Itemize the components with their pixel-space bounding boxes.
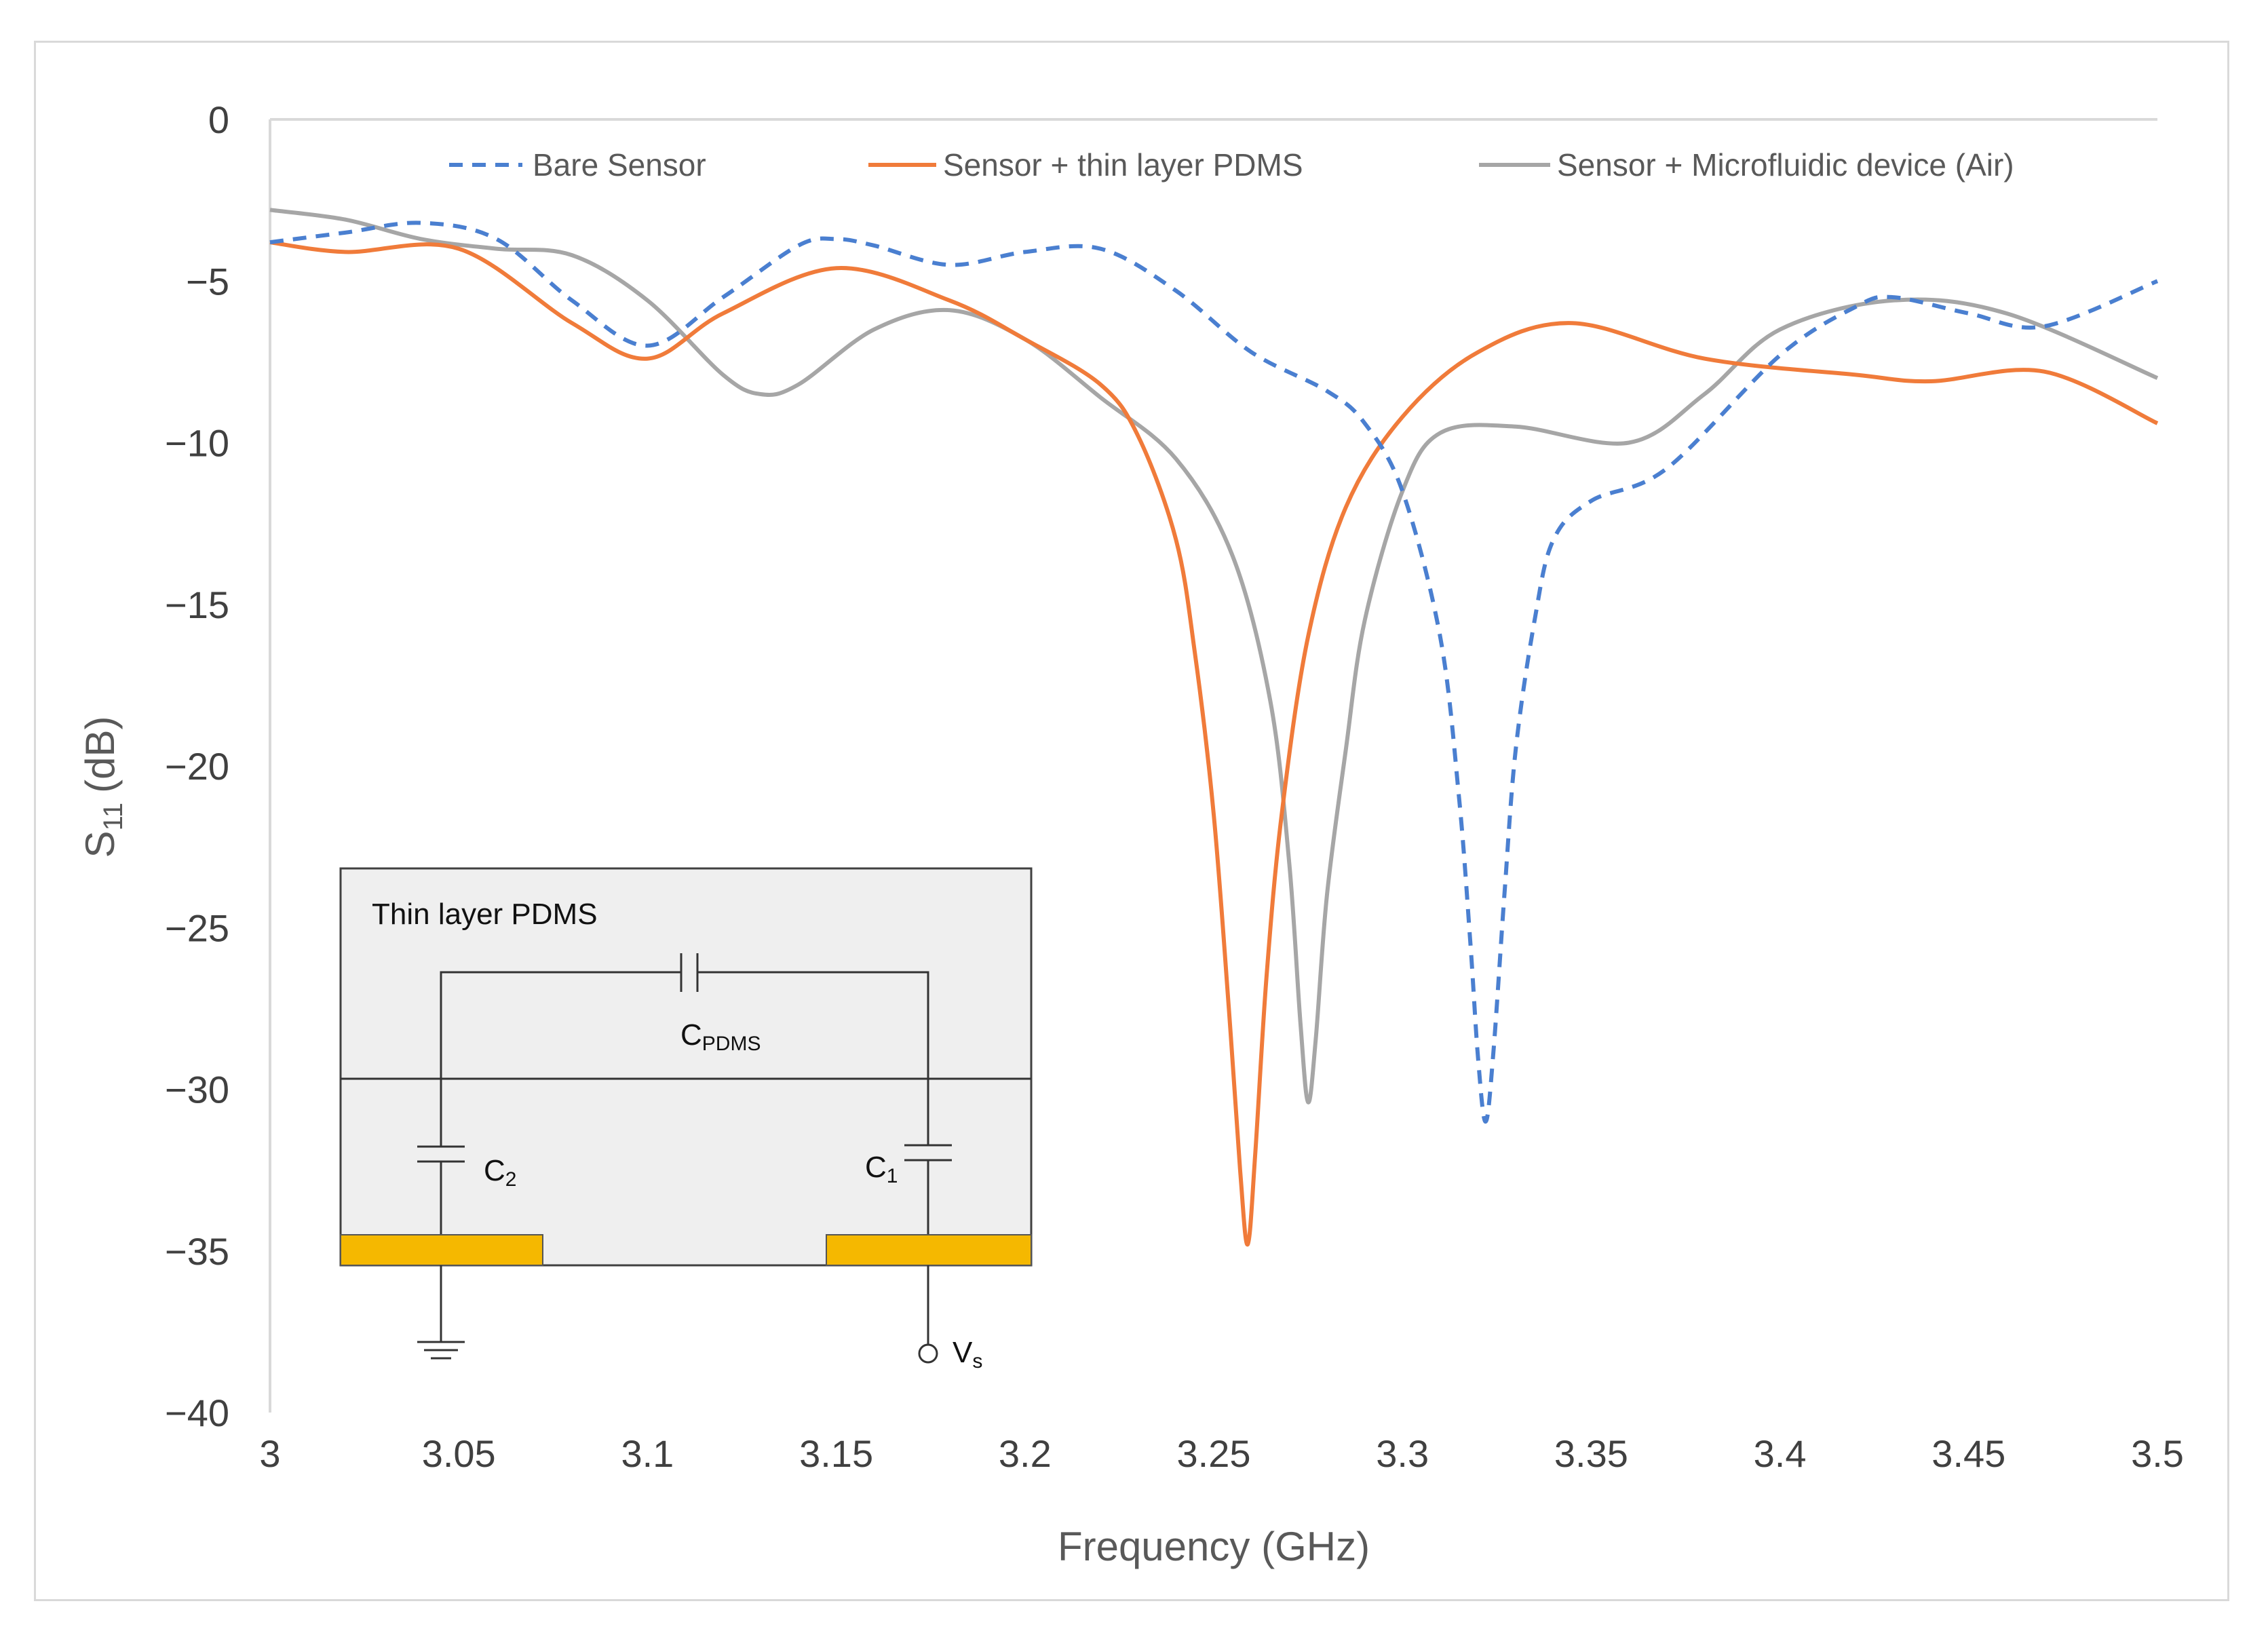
series-line-thin-layer-pdms [269, 240, 2159, 1247]
x-tick-label: 3.4 [1754, 1432, 1807, 1475]
label-vs: Vs [953, 1336, 982, 1373]
label-c1-main: C [865, 1151, 887, 1184]
y-tick-label: −35 [165, 1230, 229, 1273]
label-c-pdms: CPDMS [680, 1018, 761, 1055]
y-tick-labels: 0 −5 −10 −15 −20 −25 −30 −35 −40 [165, 98, 229, 1434]
inset-box [339, 867, 1033, 1267]
x-tick-label: 3.2 [999, 1432, 1052, 1475]
label-c2: C2 [484, 1154, 516, 1191]
ground-icon [417, 1341, 465, 1360]
y-tick-label: −25 [165, 906, 229, 949]
legend-label-thin-layer-pdms: Sensor + thin layer PDMS [943, 147, 1303, 183]
series-layer [269, 208, 2159, 1247]
y-axis-title: S11 (dB) [77, 716, 128, 858]
label-c2-main: C [484, 1154, 505, 1187]
x-tick-label: 3.45 [1931, 1432, 2005, 1475]
y-tick-label: −30 [165, 1069, 229, 1111]
vs-terminal-icon [918, 1343, 938, 1364]
y-tick-label: 0 [208, 98, 229, 141]
label-c-pdms-main: C [680, 1018, 702, 1052]
svg-text:S11(dB): S11 (dB) [77, 716, 128, 858]
wire-top-left [440, 971, 681, 1079]
x-tick-label: 3.05 [422, 1432, 496, 1475]
legend-label-microfluidic-air: Sensor + Microfluidic device (Air) [1557, 147, 2014, 183]
electrode-right [826, 1234, 1032, 1266]
x-tick-labels: 3 3.05 3.1 3.15 3.2 3.25 3.3 3.35 3.4 3.45 3.5 [259, 1432, 2184, 1475]
x-tick-label: 3.3 [1376, 1432, 1429, 1475]
x-tick-label: 3.35 [1554, 1432, 1628, 1475]
y-axis-title-sub: 11 [98, 803, 128, 831]
inset-title: Thin layer PDMS [372, 898, 598, 931]
label-vs-main: V [953, 1336, 973, 1369]
label-c1-sub: 1 [887, 1165, 898, 1187]
series-line-microfluidic-air [269, 208, 2159, 1105]
x-tick-label: 3.1 [621, 1432, 674, 1475]
x-tick-label: 3.25 [1177, 1432, 1251, 1475]
wire-top-right [697, 971, 929, 1079]
x-tick-label: 3.15 [799, 1432, 873, 1475]
y-tick-label: −15 [165, 583, 229, 626]
label-vs-sub: s [972, 1350, 982, 1373]
x-tick-label: 3.5 [2131, 1432, 2184, 1475]
y-tick-label: −5 [186, 260, 229, 303]
x-axis-title: Frequency (GHz) [1058, 1524, 1370, 1569]
label-c1: C1 [865, 1151, 898, 1187]
label-c2-sub: 2 [505, 1168, 517, 1191]
legend: Bare Sensor Sensor + thin layer PDMS Sen… [449, 147, 2014, 183]
figure-frame [34, 41, 2229, 1601]
inset-circuit-diagram: Thin layer PDMS CPDMS C2 C1 [339, 867, 1033, 1373]
y-axis-title-main: S [77, 830, 123, 858]
y-tick-label: −20 [165, 745, 229, 788]
electrode-left [340, 1234, 543, 1266]
y-axis-title-unit: (dB) [77, 716, 123, 793]
x-tick-label: 3 [259, 1432, 280, 1475]
label-c-pdms-sub: PDMS [702, 1033, 761, 1055]
series-line-bare-sensor [269, 220, 2159, 1124]
y-tick-label: −40 [165, 1392, 229, 1434]
y-tick-label: −10 [165, 422, 229, 465]
legend-label-bare-sensor: Bare Sensor [533, 147, 706, 183]
